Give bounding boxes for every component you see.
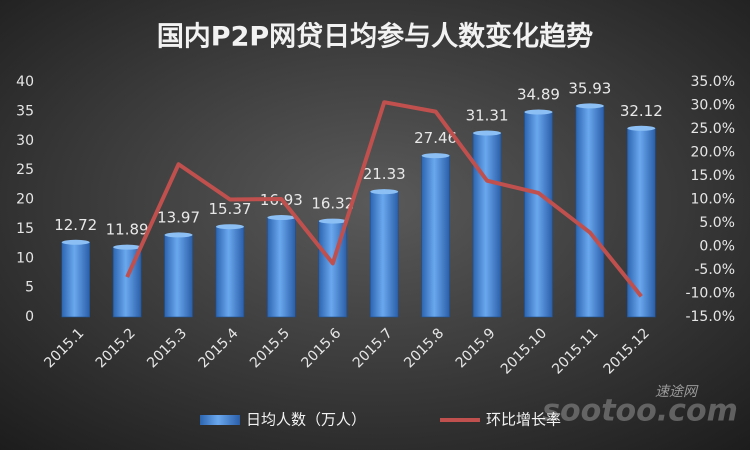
bar: [215, 226, 245, 318]
bar: [575, 105, 605, 318]
bar-top: [267, 215, 296, 221]
bar: [626, 127, 656, 318]
value-label: 34.89: [517, 86, 560, 104]
y2-tick-label: 30.0%: [691, 98, 735, 114]
bar: [267, 217, 296, 318]
y2-tick-label: 15.0%: [691, 168, 735, 184]
value-label: 13.97: [157, 208, 200, 226]
bar-top: [113, 244, 142, 250]
watermark: sootoo.com: [542, 394, 738, 429]
y2-tick-label: 25.0%: [691, 121, 735, 137]
value-label: 16.32: [311, 195, 354, 213]
bar-top: [575, 103, 604, 109]
bar: [472, 132, 502, 318]
legend-swatch: [200, 415, 240, 425]
legend-label: 环比增长率: [486, 411, 561, 429]
y2-tick-label: 20.0%: [691, 145, 735, 161]
y-tick-label: 30: [16, 133, 34, 149]
legend-label: 日均人数（万人）: [246, 411, 366, 429]
bar: [524, 111, 553, 318]
bar: [421, 155, 450, 318]
value-label: 27.46: [414, 129, 457, 147]
y2-tick-label: 10.0%: [691, 192, 735, 208]
y-tick-label: 15: [16, 221, 34, 237]
value-label: 31.31: [466, 107, 509, 125]
line: [125, 100, 643, 298]
value-label: 32.12: [620, 102, 663, 120]
bar-top: [473, 130, 502, 136]
y-tick-label: 40: [16, 74, 34, 90]
y-tick-label: 0: [25, 309, 34, 325]
y2-tick-label: -15.0%: [685, 309, 735, 325]
y2-tick-label: 35.0%: [691, 74, 735, 90]
chart-title: 国内P2P网贷日均参与人数变化趋势: [157, 21, 593, 53]
bar: [164, 234, 193, 318]
y-tick-label: 25: [16, 162, 34, 178]
value-label: 12.72: [54, 216, 97, 234]
bar-top: [164, 232, 193, 238]
value-label: 11.89: [106, 221, 149, 239]
y-tick-label: 10: [16, 250, 34, 266]
bar-top: [524, 109, 553, 115]
y-tick-label: 5: [25, 280, 34, 296]
value-label: 21.33: [363, 165, 406, 183]
y2-tick-label: -5.0%: [694, 262, 735, 278]
bar-top: [215, 224, 244, 230]
bar-top: [61, 239, 90, 245]
y2-tick-label: -10.0%: [685, 286, 735, 302]
bar: [61, 241, 91, 318]
value-label: 35.93: [568, 79, 611, 97]
bar-top: [627, 125, 656, 131]
bar-top: [318, 218, 347, 224]
bar: [369, 191, 399, 318]
bar-top: [421, 153, 450, 159]
watermark: 速途网: [655, 384, 699, 400]
value-label: 15.37: [208, 200, 251, 218]
y-tick-label: 20: [16, 192, 34, 208]
y2-tick-label: 0.0%: [699, 239, 735, 255]
y2-tick-label: 5.0%: [699, 215, 735, 231]
bar-top: [370, 189, 399, 195]
y-tick-label: 35: [16, 103, 34, 119]
